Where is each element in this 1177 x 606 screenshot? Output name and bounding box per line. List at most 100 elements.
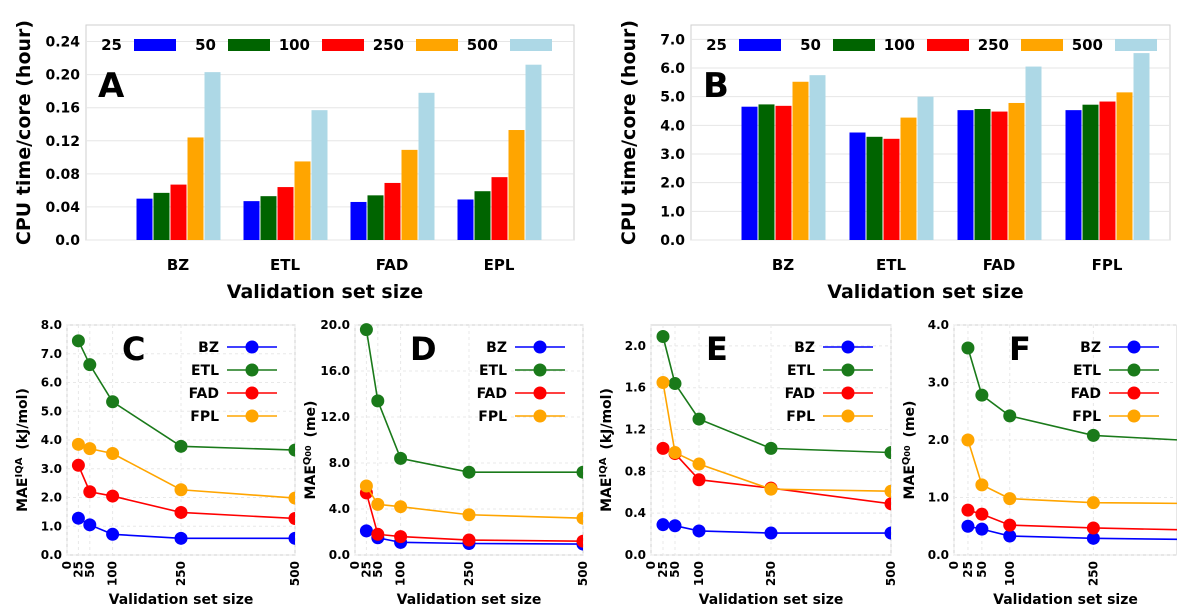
y-tick-label: 7.0	[660, 32, 685, 48]
point-etl-100	[692, 412, 706, 426]
y-axis-title-main: MAE	[15, 478, 31, 512]
y-axis-title-main: MAE	[599, 478, 615, 512]
y-tick-label: 2.0	[660, 176, 685, 192]
bar-epl-50	[474, 191, 491, 240]
point-bz-250	[1086, 531, 1100, 545]
point-etl-500	[288, 443, 295, 457]
x-tick-label: 50	[83, 561, 97, 578]
point-bz-50	[975, 522, 989, 536]
legend: BZ ETL FAD FPL	[189, 340, 277, 425]
y-tick-label: 0.0	[928, 548, 949, 562]
bar-fpl-100	[1099, 101, 1116, 240]
legend-label: BZ	[1080, 340, 1101, 356]
point-fpl-25	[656, 376, 670, 389]
legend-swatch	[134, 39, 176, 51]
legend-label: 250	[373, 36, 404, 54]
panel-label: C	[122, 330, 145, 368]
chart-panel-A: 0.0 0.04 0.08 0.12 0.16 0.20 0.24 BZ ETL FAD EPL 25…	[13, 20, 575, 303]
legend-label: ETL	[479, 363, 507, 379]
legend-swatch	[322, 39, 364, 51]
point-fad-100	[1003, 518, 1017, 532]
point-fad-25	[71, 458, 85, 472]
x-tick-label: 50	[668, 561, 682, 578]
point-etl-100	[106, 395, 120, 409]
y-tick-label: 0.0	[55, 233, 80, 249]
bar-etl-50	[260, 196, 277, 240]
point-etl-50	[975, 388, 989, 402]
point-etl-250	[174, 439, 188, 453]
legend-label: ETL	[787, 363, 815, 379]
point-etl-250	[764, 441, 778, 455]
legend-label: 500	[467, 36, 498, 54]
point-fpl-50	[371, 497, 385, 511]
bar-etl-250	[294, 161, 311, 240]
legend-label: BZ	[198, 340, 219, 356]
y-tick-label: 4.0	[41, 433, 62, 447]
point-fpl-100	[1003, 492, 1017, 506]
x-tick-label: 0	[947, 561, 961, 569]
point-fpl-250	[1086, 496, 1100, 510]
point-bz-25	[71, 511, 85, 525]
point-fpl-250	[174, 483, 188, 497]
x-tick-label: 25	[961, 561, 975, 578]
legend-marker	[533, 409, 547, 423]
legend-label: BZ	[486, 340, 507, 356]
legend-swatch	[833, 39, 875, 51]
point-fad-500	[884, 497, 891, 511]
series-group	[359, 323, 583, 551]
y-tick-label: 4.0	[329, 502, 350, 516]
legend-label: FAD	[785, 386, 815, 402]
y-tick-label: 0.12	[45, 134, 80, 150]
legend-label: FPL	[190, 409, 219, 425]
y-tick-label: 20.0	[320, 318, 350, 332]
chart-panel-B: 0.0 1.0 2.0 3.0 4.0 5.0 6.0 7.0 BZ ETL FAD FPL 25 50 1…	[618, 20, 1171, 303]
y-axis-title: CPU time/core (hour)	[13, 20, 35, 245]
y-axis-title: CPU time/core (hour)	[618, 20, 640, 245]
x-tick-label: 0	[348, 561, 362, 569]
series-group	[961, 341, 1177, 545]
point-fpl-50	[83, 442, 97, 456]
x-tick-label: 250	[174, 561, 188, 586]
x-category-label: FAD	[983, 256, 1016, 274]
y-tick-label: 4.0	[928, 318, 949, 332]
y-tick-label: 6.0	[660, 61, 685, 77]
y-tick-label: 0.16	[45, 101, 80, 117]
point-fpl-500	[576, 511, 583, 525]
y-axis-title-main: MAE	[303, 465, 319, 499]
y-tick-label: 0.0	[329, 548, 350, 562]
legend-label: BZ	[794, 340, 815, 356]
point-etl-500	[576, 465, 583, 479]
y-tick-label: 7.0	[41, 347, 62, 361]
point-fad-50	[83, 485, 97, 499]
point-fpl-100	[394, 500, 408, 514]
legend-label: 50	[800, 36, 821, 54]
legend-swatch	[228, 39, 270, 51]
bar-bz-25	[741, 106, 758, 240]
y-tick-label: 0.0	[625, 548, 646, 562]
point-fad-25	[656, 441, 670, 455]
panel-label: D	[410, 330, 437, 368]
x-axis-title: Validation set size	[109, 592, 254, 606]
y-tick-label: 0.08	[45, 167, 80, 183]
y-axis-title-unit: (kJ/mol)	[15, 388, 31, 449]
y-tick-label: 3.0	[660, 147, 685, 163]
y-axis-title: MAEQ00 (me)	[901, 401, 919, 500]
y-axis-title-unit: (me)	[303, 401, 319, 438]
bar-fpl-25	[1065, 110, 1082, 240]
point-etl-25	[71, 334, 85, 348]
point-fpl-50	[668, 446, 682, 460]
x-axis-title: Validation set size	[699, 592, 844, 606]
legend: BZ ETL FAD FPL	[785, 340, 873, 425]
point-fpl-100	[106, 447, 120, 461]
plot-frame	[953, 324, 1177, 556]
point-bz-500	[288, 531, 295, 545]
y-axis-title-sub: 00	[304, 445, 313, 457]
bar-fpl-250	[1116, 92, 1133, 240]
y-tick-label: 12.0	[320, 410, 350, 424]
y-tick-label: 1.0	[928, 491, 949, 505]
x-tick-label: 25	[71, 561, 85, 578]
x-tick-label: 500	[288, 561, 302, 586]
y-axis-title-sup: Q	[901, 457, 912, 466]
